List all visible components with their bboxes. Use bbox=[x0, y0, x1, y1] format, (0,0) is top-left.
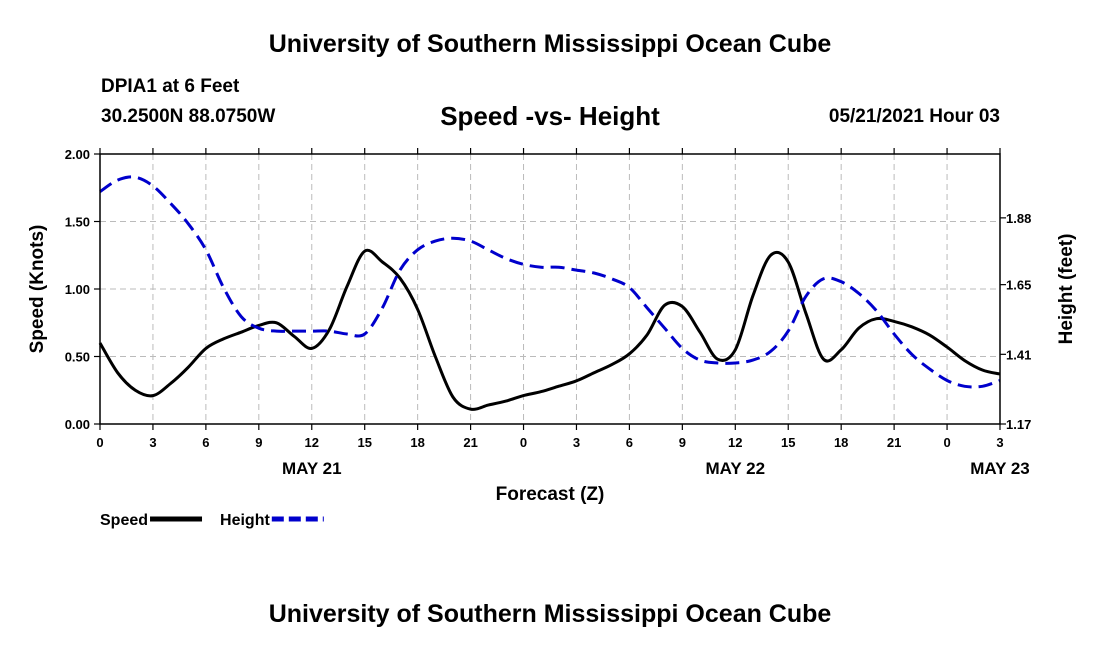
y-tick-label: 2.00 bbox=[65, 147, 90, 162]
y-tick-label: 1.50 bbox=[65, 215, 90, 230]
series-line-height bbox=[99, 175, 1001, 389]
day-label: MAY 23 bbox=[970, 459, 1030, 478]
y2-tick-label: 1.17 bbox=[1006, 417, 1031, 432]
x-tick-label: 3 bbox=[149, 435, 156, 450]
legend: Speed Height bbox=[100, 512, 324, 529]
x-tick-label: 3 bbox=[996, 435, 1003, 450]
series-line-speed bbox=[98, 248, 1001, 411]
y-tick-label: 0.50 bbox=[65, 350, 90, 365]
footer-title: University of Southern Mississippi Ocean… bbox=[268, 600, 832, 628]
x-axis-label: Forecast (Z) bbox=[496, 484, 605, 505]
x-tick-label: 9 bbox=[679, 435, 686, 450]
x-tick-label: 0 bbox=[96, 435, 103, 450]
legend-label-height: Height bbox=[220, 512, 270, 529]
y-tick-label: 0.00 bbox=[65, 417, 90, 432]
day-label: MAY 22 bbox=[706, 459, 766, 478]
x-tick-label: 21 bbox=[887, 435, 901, 450]
chart-title: Speed -vs- Height bbox=[440, 101, 660, 131]
axes: 0 3 6 9 12 15 18 21 0 3 6 9 12 15 18 21 0 3 0.00 0.50 1.00 1.… bbox=[65, 147, 1032, 478]
station-name: DPIA1 at 6 Feet bbox=[101, 76, 240, 97]
x-tick-label: 0 bbox=[943, 435, 950, 450]
x-tick-label: 12 bbox=[728, 435, 742, 450]
x-tick-label: 12 bbox=[305, 435, 319, 450]
x-tick-label: 6 bbox=[626, 435, 633, 450]
y-axis-label: Speed (Knots) bbox=[27, 225, 48, 354]
y-tick-label: 1.00 bbox=[65, 282, 90, 297]
grid bbox=[100, 154, 1000, 424]
station-coordinates: 30.2500N 88.0750W bbox=[101, 106, 276, 127]
x-tick-label: 21 bbox=[463, 435, 477, 450]
forecast-datetime: 05/21/2021 Hour 03 bbox=[828, 106, 1000, 127]
y2-axis-label: Height (feet) bbox=[1056, 234, 1077, 345]
x-tick-label: 0 bbox=[520, 435, 527, 450]
y2-tick-label: 1.88 bbox=[1006, 211, 1031, 226]
page-title: University of Southern Mississippi Ocean… bbox=[268, 30, 832, 58]
x-tick-label: 9 bbox=[255, 435, 262, 450]
x-tick-label: 3 bbox=[573, 435, 580, 450]
day-label: MAY 21 bbox=[282, 459, 342, 478]
x-tick-label: 18 bbox=[834, 435, 848, 450]
x-tick-label: 6 bbox=[202, 435, 209, 450]
series-layer bbox=[98, 175, 1001, 411]
x-tick-label: 15 bbox=[357, 435, 371, 450]
legend-label-speed: Speed bbox=[100, 512, 148, 529]
y2-tick-label: 1.65 bbox=[1006, 278, 1031, 293]
x-tick-label: 15 bbox=[781, 435, 795, 450]
x-tick-label: 18 bbox=[410, 435, 424, 450]
y2-tick-label: 1.41 bbox=[1006, 347, 1031, 362]
